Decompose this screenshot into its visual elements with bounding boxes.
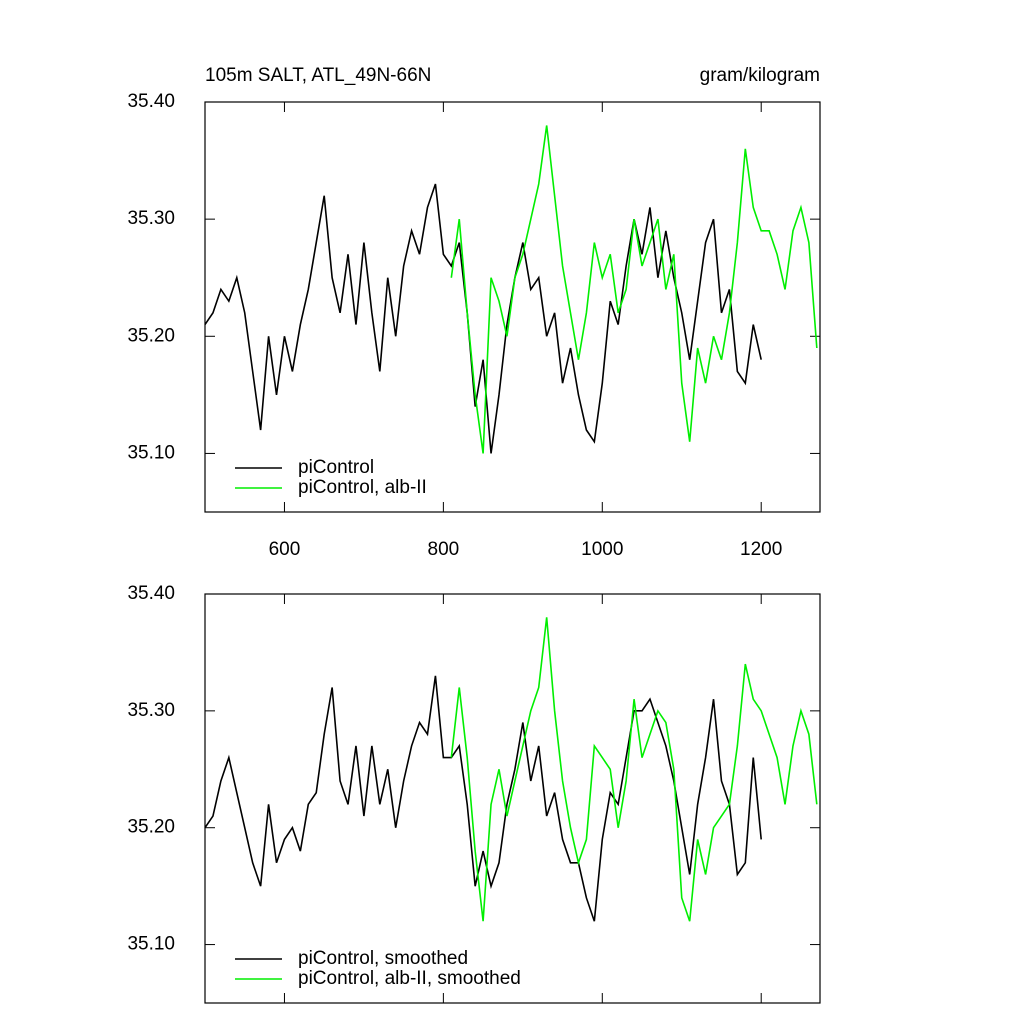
x-tick-label: 800 — [428, 539, 460, 560]
y-tick-label: 35.20 — [127, 817, 175, 838]
y-tick-label: 35.30 — [127, 700, 175, 721]
panel-units: gram/kilogram — [700, 65, 820, 86]
y-tick-label: 35.40 — [127, 583, 175, 604]
y-tick-label: 35.40 — [127, 91, 175, 112]
legend-label: piControl, alb-II, smoothed — [298, 968, 521, 989]
series-line — [204, 183, 762, 454]
legend-label: piControl, smoothed — [298, 948, 468, 969]
y-tick-label: 35.20 — [127, 325, 175, 346]
x-tick-label: 600 — [269, 539, 301, 560]
series-line — [450, 617, 818, 922]
x-tick-label: 1200 — [740, 539, 782, 560]
legend-label: piControl — [298, 457, 374, 478]
legend-label: piControl, alb-II — [298, 477, 427, 498]
y-tick-label: 35.30 — [127, 208, 175, 229]
y-tick-label: 35.10 — [127, 934, 175, 955]
series-line — [204, 675, 762, 922]
plot-frame — [204, 101, 821, 513]
panel-title: 105m SALT, ATL_49N-66N — [205, 65, 431, 86]
plot-frame — [204, 593, 821, 1004]
y-tick-label: 35.10 — [127, 442, 175, 463]
x-tick-label: 1000 — [581, 539, 623, 560]
series-line — [450, 125, 818, 454]
